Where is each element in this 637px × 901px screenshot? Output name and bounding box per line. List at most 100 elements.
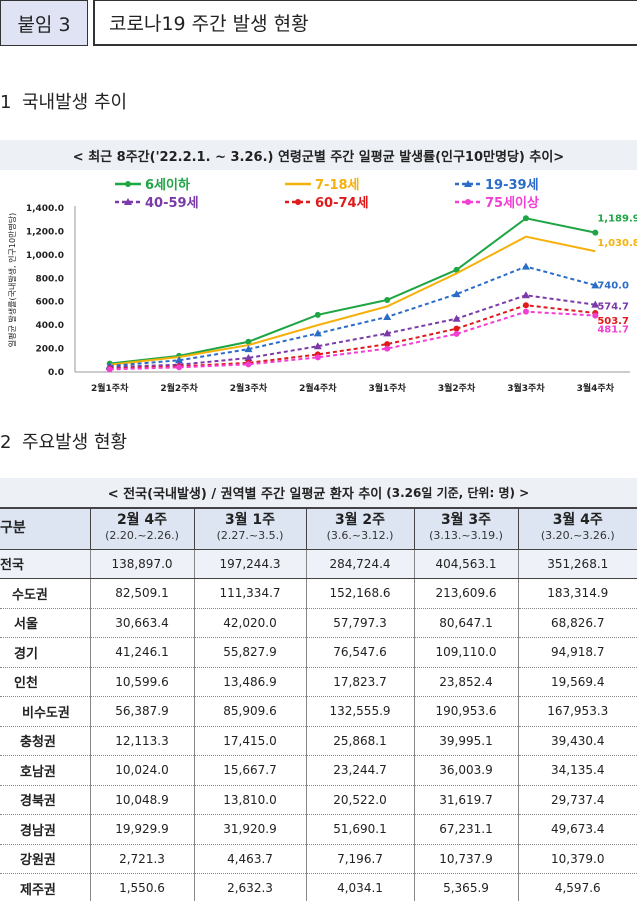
data-point [176, 364, 183, 371]
series-line [109, 217, 596, 365]
table-cell: 51,690.1 [305, 814, 414, 845]
table-cell: 10,737.9 [413, 844, 518, 874]
table-cell: 25,868.1 [305, 726, 414, 756]
data-point [244, 353, 253, 361]
attachment-label: 붙임 3 [0, 0, 88, 46]
data-point [522, 308, 529, 315]
table-cell: 404,563.1 [413, 549, 518, 579]
table-row: 강원권 2,721.3 4,463.7 7,196.7 10,737.9 10,379.0 [0, 844, 637, 874]
legend-marker [464, 180, 472, 187]
table-row: 전국 138,897.0 197,244.3 284,724.4 404,563.1 35… [0, 549, 637, 579]
data-point [453, 325, 460, 332]
table-row: 인천 10,599.6 13,486.9 17,823.7 23,852.4 19,569… [0, 667, 637, 697]
y-tick-label: 0.0 [48, 368, 64, 378]
series-line [109, 304, 596, 370]
data-point [384, 341, 391, 348]
row-label: 서울 [0, 608, 90, 638]
data-point [453, 330, 460, 337]
table-cell: 57,797.3 [305, 608, 414, 638]
table-cell: 23,852.4 [413, 667, 518, 697]
table-cell: 111,334.7 [193, 578, 306, 609]
data-point [591, 281, 600, 289]
table-cell: 80,647.1 [413, 608, 518, 638]
table-cell: 1,550.6 [89, 873, 194, 901]
table-cell: 5,365.9 [413, 873, 518, 901]
end-value-label: 1,189.9 [597, 214, 637, 225]
y-axis-label: 일평균 발생률(국내발생, 인구10만명당) [7, 213, 17, 347]
table-cell: 10,599.6 [89, 667, 194, 697]
legend-marker [295, 199, 301, 205]
legend-marker [125, 181, 131, 187]
line-chart: 일평균 발생률(국내발생, 인구10만명당) 0.0 200.0 400.0 600.0… [7, 177, 637, 394]
col-header: 3월 4주 (3.20.~3.26.) [517, 507, 637, 550]
x-tick-label: 2월4주차 [299, 382, 337, 392]
table-cell: 31,920.9 [193, 814, 306, 845]
data-point [521, 262, 530, 270]
regional-weekly-table: 구분 2월 4주 (2.20.~2.26.) 3월 1주 (2.27.~3.5.) … [0, 507, 637, 901]
table-cell: 39,430.4 [517, 726, 637, 756]
x-tick-label: 3월4주차 [577, 382, 615, 392]
table-cell: 36,003.9 [413, 755, 518, 786]
table-row: 충청권 12,113.3 17,415.0 25,868.1 39,995.1 39,43… [0, 726, 637, 756]
data-point [314, 354, 321, 361]
chart-title: < 최근 8주간('22.2.1. ~ 3.26.) 연령군별 주간 일평균 발… [0, 140, 637, 170]
header-divider [88, 0, 92, 46]
x-tick-label: 2월2주차 [160, 382, 198, 392]
table-cell: 29,737.4 [517, 785, 637, 815]
table-cell: 23,244.7 [305, 755, 414, 786]
x-tick-label: 2월3주차 [230, 382, 268, 392]
table-cell: 56,387.9 [89, 696, 194, 727]
section-1-heading: 1 국내발생 추이 [0, 88, 127, 114]
table-cell: 7,196.7 [305, 844, 414, 874]
col-header: 3월 3주 (3.13.~3.19.) [413, 507, 518, 550]
data-point [384, 296, 391, 303]
x-tick-label: 3월3주차 [507, 382, 545, 392]
table-cell: 30,663.4 [89, 608, 194, 638]
y-tick-label: 200.0 [36, 345, 64, 355]
table-row: 호남권 10,024.0 15,667.7 23,244.7 36,003.9 34,13… [0, 755, 637, 786]
row-label: 인천 [0, 667, 90, 697]
y-tick-label: 400.0 [36, 321, 64, 331]
data-point [313, 329, 322, 337]
table-row: 경기 41,246.1 55,827.9 76,547.6 109,110.0 94,91… [0, 637, 637, 668]
table-cell: 41,246.1 [89, 637, 194, 668]
end-value-label: 574.7 [597, 302, 629, 313]
table-title-main: < 전국(국내발생) / 권역별 주간 일평균 환자 추이 [107, 487, 383, 502]
table-row: 수도권 82,509.1 111,334.7 152,168.6 213,609.6 18… [0, 578, 637, 609]
data-point [592, 229, 599, 236]
table-row: 비수도권 56,387.9 85,909.6 132,555.9 190,953.6 16… [0, 696, 637, 727]
data-point [314, 311, 321, 318]
table-cell: 19,569.4 [517, 667, 637, 697]
table-cell: 17,415.0 [193, 726, 306, 756]
table-cell: 190,953.6 [413, 696, 518, 727]
table-cell: 94,918.7 [517, 637, 637, 668]
row-label: 경북권 [0, 785, 90, 815]
end-value-label: 503.7 [597, 316, 629, 327]
row-label: 수도권 [0, 578, 90, 609]
table-cell: 10,024.0 [89, 755, 194, 786]
page-title: 코로나19 주간 발생 현황 [93, 0, 637, 46]
x-tick-label: 3월1주차 [369, 382, 407, 392]
table-cell: 55,827.9 [193, 637, 306, 668]
table-cell: 10,379.0 [517, 844, 637, 874]
col-header: 3월 2주 (3.6.~3.12.) [305, 507, 414, 550]
table-cell: 13,486.9 [193, 667, 306, 697]
row-label: 호남권 [0, 755, 90, 786]
y-tick-label: 1,200.0 [26, 227, 64, 237]
table-row: 경남권 19,929.9 31,920.9 51,690.1 67,231.1 49,67… [0, 814, 637, 845]
data-point [383, 329, 392, 337]
table-cell: 42,020.0 [193, 608, 306, 638]
x-tick-label: 3월2주차 [438, 382, 476, 392]
table-cell: 31,619.7 [413, 785, 518, 815]
table-cell: 4,034.1 [305, 873, 414, 901]
table-cell: 20,522.0 [305, 785, 414, 815]
table-cell: 15,667.7 [193, 755, 306, 786]
data-point [592, 312, 599, 319]
legend-marker [465, 199, 471, 205]
row-label: 경기 [0, 637, 90, 668]
table-cell: 152,168.6 [305, 578, 414, 609]
legend-label: 19-39세 [485, 178, 539, 193]
table-row: 경북권 10,048.9 13,810.0 20,522.0 31,619.7 29,73… [0, 785, 637, 815]
table-cell: 213,609.6 [413, 578, 518, 609]
row-label: 비수도권 [0, 696, 90, 727]
